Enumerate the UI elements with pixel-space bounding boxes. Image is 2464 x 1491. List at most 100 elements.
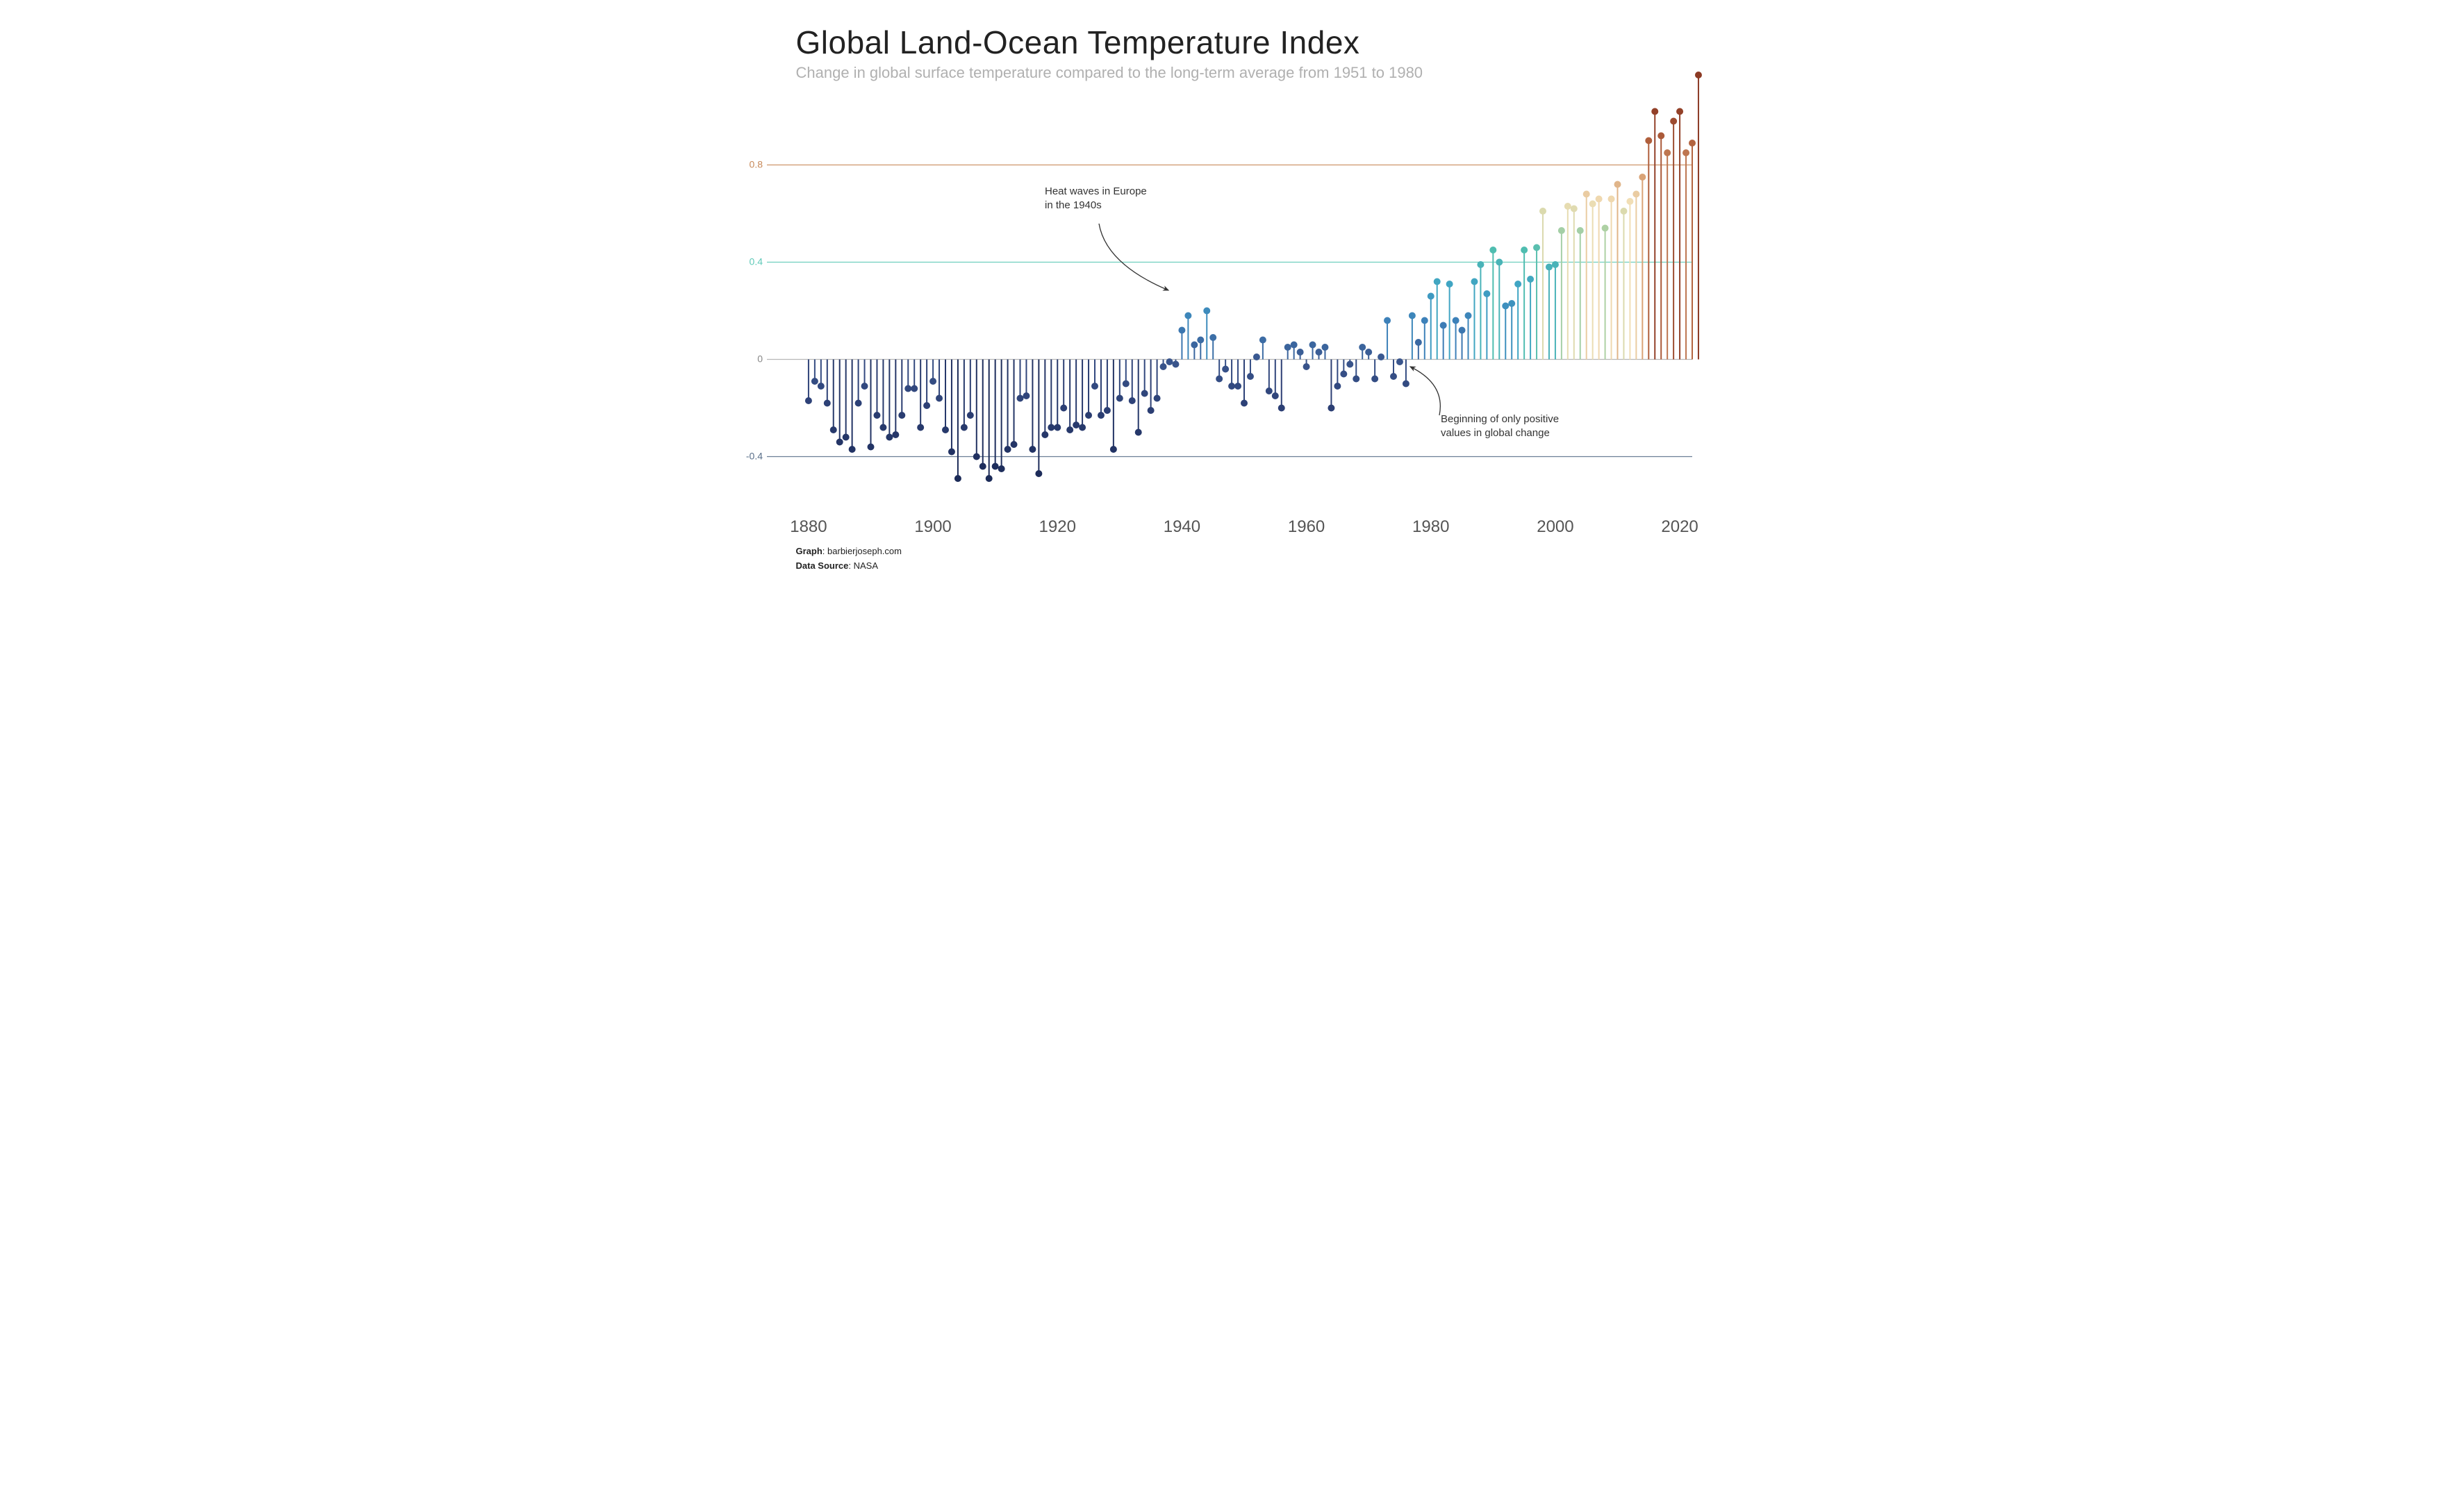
lollipop-dot xyxy=(1614,181,1621,188)
y-tick-label: 0.4 xyxy=(749,256,763,267)
x-tick-label: 1880 xyxy=(790,517,827,536)
lollipop-dot xyxy=(1004,446,1011,453)
lollipop-dot xyxy=(1582,191,1589,198)
lollipop-dot xyxy=(898,412,905,419)
lollipop-dot xyxy=(904,385,911,392)
lollipop-dot xyxy=(867,444,874,451)
lollipop-dot xyxy=(1178,327,1185,334)
lollipop-dot xyxy=(1664,149,1671,156)
lollipop-dot xyxy=(1010,441,1017,448)
lollipop-dot xyxy=(1141,390,1148,397)
lollipop-dot xyxy=(1657,133,1664,140)
lollipop-dot xyxy=(1557,227,1564,234)
lollipop-dot xyxy=(911,385,918,392)
lollipop-dot xyxy=(1116,395,1123,402)
lollipop-dot xyxy=(979,463,986,470)
lollipop-dot xyxy=(823,400,830,407)
lollipop-dot xyxy=(1259,337,1266,344)
lollipop-dot xyxy=(960,424,967,431)
lollipop-dot xyxy=(1496,259,1503,266)
credit-graph-value: barbierjoseph.com xyxy=(827,546,902,556)
lollipop-dot xyxy=(1222,366,1229,373)
annotation-text-positive-only: values in global change xyxy=(1441,427,1550,439)
lollipop-dot xyxy=(829,426,836,433)
lollipop-dot xyxy=(1464,313,1471,319)
lollipop-dot xyxy=(1309,342,1316,349)
x-tick-label: 1920 xyxy=(1039,517,1075,536)
lollipop-dot xyxy=(1433,278,1440,285)
lollipop-dot xyxy=(1514,281,1521,288)
lollipop-dot xyxy=(1595,196,1602,203)
lollipop-dot xyxy=(1016,395,1023,402)
x-tick-label: 1960 xyxy=(1287,517,1324,536)
lollipop-dot xyxy=(1128,397,1135,404)
lollipop-dot xyxy=(1203,308,1210,315)
lollipop-dot xyxy=(1197,337,1204,344)
lollipop-dot xyxy=(1035,470,1042,477)
lollipop-dot xyxy=(854,400,861,407)
lollipop-dot xyxy=(1390,373,1397,380)
lollipop-dot xyxy=(1446,281,1453,288)
lollipop-dot xyxy=(1147,407,1154,414)
lollipop-dot xyxy=(1651,108,1658,115)
lollipop-dot xyxy=(1353,376,1359,383)
lollipop-dot xyxy=(1278,405,1284,412)
lollipop-dot xyxy=(1452,317,1459,324)
lollipop-dot xyxy=(1427,293,1434,300)
lollipop-dot xyxy=(861,383,868,390)
lollipop-dot xyxy=(1682,149,1689,156)
annotation-arrow-heatwave-1940s xyxy=(1099,224,1168,290)
lollipop-dot xyxy=(879,424,886,431)
lollipop-dot xyxy=(1060,405,1067,412)
lollipop-dot xyxy=(1414,339,1421,346)
lollipop-dot xyxy=(1079,424,1086,431)
credit-source-label: Data Source xyxy=(796,560,849,571)
lollipop-dot xyxy=(1408,313,1415,319)
x-tick-label: 1940 xyxy=(1163,517,1200,536)
lollipop-dot xyxy=(1359,344,1366,351)
lollipop-dot xyxy=(1216,376,1223,383)
lollipop-dot xyxy=(1439,322,1446,329)
lollipop-dot xyxy=(991,463,998,470)
x-axis-ticks: 18801900192019401960198020002020 xyxy=(790,517,1698,536)
lollipop-chart: 18801900192019401960198020002020 -0.400.… xyxy=(746,0,1719,589)
lollipop-dot xyxy=(998,465,1004,472)
lollipop-dot xyxy=(1620,208,1627,215)
x-tick-label: 2020 xyxy=(1661,517,1698,536)
annotation-text-heatwave-1940s: Heat waves in Europe xyxy=(1045,185,1147,197)
annotation-text-positive-only: Beginning of only positive xyxy=(1441,413,1559,425)
lollipop-dot xyxy=(1159,363,1166,370)
lollipop-dot xyxy=(1396,358,1403,365)
lollipop-dot xyxy=(1091,383,1098,390)
lollipop-dot xyxy=(1122,381,1129,388)
lollipop-dot xyxy=(1346,361,1353,368)
lollipop-dot xyxy=(817,383,824,390)
lollipop-dot xyxy=(1085,412,1092,419)
annotation-text-heatwave-1940s: in the 1940s xyxy=(1045,199,1102,211)
lollipop-dot xyxy=(1271,392,1278,399)
lollipop-dot xyxy=(1458,327,1465,334)
credit-graph-label: Graph xyxy=(796,546,822,556)
lollipop-dot xyxy=(1296,349,1303,356)
lollipop-dot xyxy=(886,434,893,441)
chart-credits: Graph: barbierjoseph.com Data Source: NA… xyxy=(796,544,902,574)
lollipop-dot xyxy=(1689,140,1696,147)
lollipop-dot xyxy=(1290,342,1297,349)
lollipop-dot xyxy=(1048,424,1055,431)
lollipop-dot xyxy=(1576,227,1583,234)
credit-source-value: NASA xyxy=(854,560,878,571)
lollipop-dot xyxy=(1477,261,1484,268)
lollipop-dot xyxy=(1134,429,1141,436)
lollipop-dot xyxy=(1502,303,1509,310)
lollipop-dot xyxy=(1645,138,1652,144)
lollipop-dot xyxy=(1539,208,1546,215)
lollipop-dot xyxy=(923,402,930,409)
lollipop-dot xyxy=(1402,381,1409,388)
lollipop-dot xyxy=(1639,174,1646,181)
lollipop-dot xyxy=(836,439,843,446)
y-axis-ticks: -0.400.40.8 xyxy=(746,159,763,462)
lollipop-dot xyxy=(1508,300,1515,307)
lollipop-dot xyxy=(1328,405,1334,412)
lollipop-dot xyxy=(1246,373,1253,380)
lollipop-dot xyxy=(973,453,979,460)
